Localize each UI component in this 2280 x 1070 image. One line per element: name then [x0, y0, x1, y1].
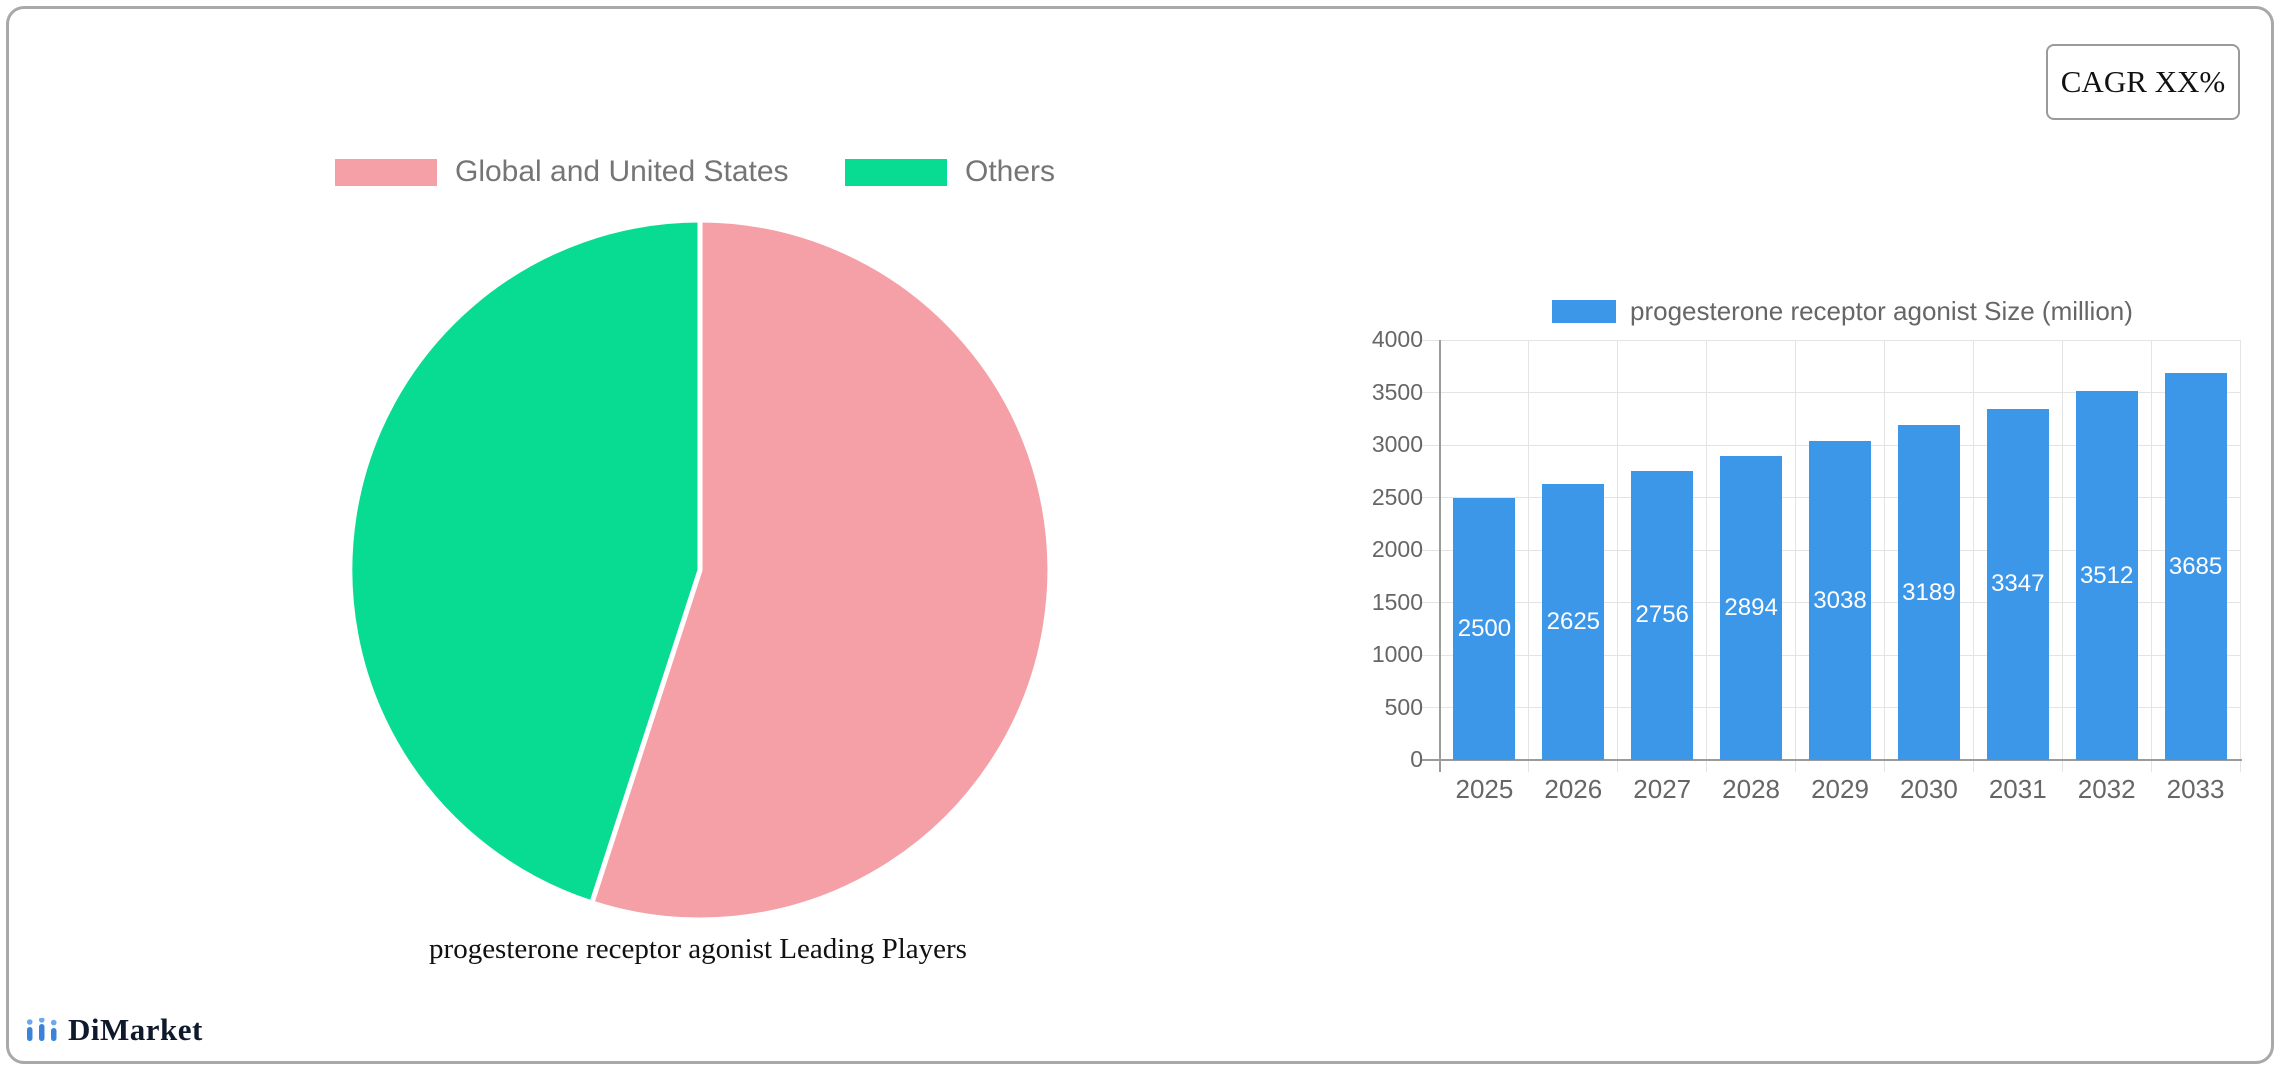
x-gridline: [2061, 340, 2063, 772]
y-axis-label: 2000: [1371, 536, 1423, 562]
y-axis-label: 0: [1410, 746, 1423, 772]
bar-chart: 0 500 1000 1500 2000 2500 3000 3500 4000 2500 2025…: [1372, 326, 2242, 804]
x-axis-label: 2028: [1722, 774, 1781, 804]
x-gridline: [1528, 340, 1530, 772]
x-gridline: [2150, 340, 2152, 772]
bar: [2075, 391, 2138, 760]
pie-legend-item-others[interactable]: Others: [845, 155, 1055, 189]
bar: [1809, 441, 1871, 760]
bar-value-label: 3347: [1991, 570, 2045, 598]
y-axis-label: 2500: [1371, 483, 1423, 510]
x-axis-label: 2025: [1455, 774, 1514, 804]
x-axis-label: 2027: [1633, 774, 1692, 804]
x-gridline: [1617, 340, 1619, 772]
pie-chart-title: progesterone receptor agonist Leading Pl…: [429, 933, 967, 965]
cagr-badge: CAGR XX%: [2046, 44, 2240, 120]
pie-slice-1: [347, 217, 703, 906]
bar-chart-logo-icon: [26, 1018, 57, 1041]
bar: [1986, 408, 2049, 760]
bar-legend-swatch: [1552, 300, 1616, 323]
y-gridline: [1422, 339, 2240, 341]
pie-legend-label-global: Global and United States: [455, 155, 789, 188]
bar: [1453, 497, 1516, 760]
bar: [1631, 470, 1694, 760]
x-gridline: [2239, 340, 2241, 772]
bar: [1542, 484, 1605, 760]
pie-slice-0: [589, 217, 1053, 923]
y-axis-label: 3500: [1371, 378, 1423, 405]
x-axis-label: 2031: [1988, 774, 2047, 804]
x-gridline: [1795, 340, 1797, 772]
bar-value-label: 2500: [1457, 614, 1512, 642]
x-axis-label: 2030: [1899, 774, 1958, 804]
y-axis-label: 3000: [1371, 431, 1423, 457]
bar: [1897, 425, 1960, 760]
x-axis-line: [1422, 759, 2242, 761]
y-axis-label: 4000: [1371, 326, 1423, 352]
x-gridline: [1972, 340, 1974, 772]
x-axis-label: 2029: [1811, 774, 1869, 804]
bar-value-label: 2756: [1635, 601, 1689, 629]
bar: [1720, 456, 1783, 760]
x-axis-label: 2032: [2077, 774, 2136, 804]
bar-value-label: 2625: [1546, 608, 1601, 636]
pie-chart: [347, 217, 1053, 923]
pie-legend-item-global[interactable]: Global and United States: [335, 155, 789, 189]
bar-value-label: 3038: [1813, 586, 1867, 614]
x-axis-label: 2026: [1544, 774, 1603, 804]
y-axis-label: 1000: [1371, 641, 1423, 667]
y-gridline: [1422, 392, 2240, 393]
x-gridline: [1883, 340, 1885, 772]
pie-legend-swatch-others: [845, 158, 947, 186]
pie-legend-label-others: Others: [965, 155, 1056, 188]
bar-legend-item[interactable]: progesterone receptor agonist Size (mill…: [1552, 296, 2133, 327]
bar: [2164, 373, 2227, 760]
bar-value-label: 3685: [2168, 552, 2223, 580]
bar-value-label: 3189: [1902, 578, 1956, 606]
pie-legend-swatch-global: [335, 158, 437, 186]
bar-legend-label: progesterone receptor agonist Size (mill…: [1630, 296, 2133, 326]
dimarket-logo[interactable]: DiMarket: [26, 1012, 203, 1048]
logo-text: DiMarket: [68, 1012, 203, 1047]
bar-value-label: 2894: [1724, 594, 1778, 622]
y-axis-label: 1500: [1371, 588, 1423, 615]
cagr-label: CAGR XX%: [2060, 64, 2226, 99]
x-axis-label: 2033: [2166, 774, 2225, 804]
x-gridline: [1706, 340, 1708, 772]
bar-value-label: 3512: [2079, 561, 2134, 589]
y-axis-line: [1439, 340, 1441, 772]
y-axis-label: 500: [1384, 693, 1423, 720]
